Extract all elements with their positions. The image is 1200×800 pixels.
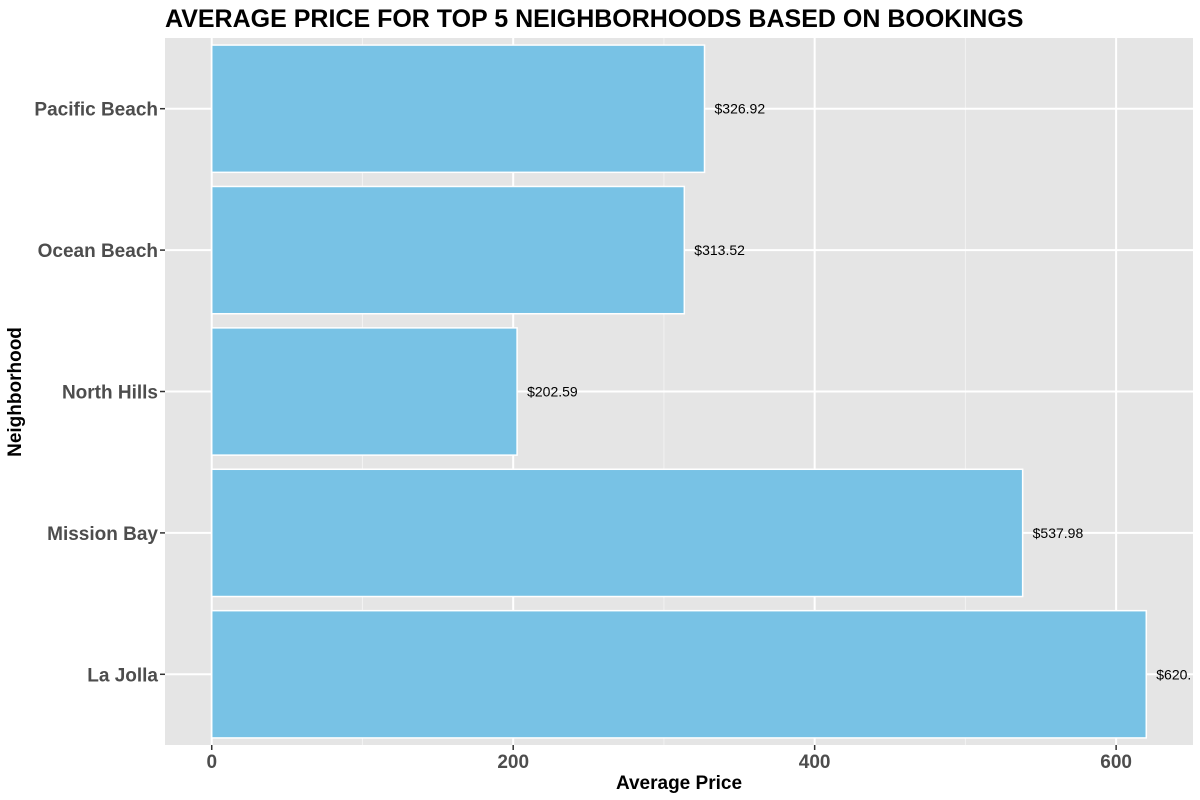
y-tick-label: Pacific Beach <box>34 100 158 121</box>
bar <box>210 468 1024 598</box>
y-tick-label: Ocean Beach <box>38 241 158 262</box>
y-axis: Pacific Beach Ocean Beach North Hills Missi… <box>34 100 165 686</box>
x-axis: 0 200 400 600 <box>206 745 1132 773</box>
x-axis-title: Average Price <box>616 773 742 794</box>
y-tick-label: La Jolla <box>87 665 158 686</box>
data-label: $313.52 <box>694 242 745 258</box>
y-tick-label: North Hills <box>62 383 158 404</box>
x-tick-label: 600 <box>1100 752 1132 773</box>
bars <box>210 44 1148 739</box>
x-tick-label: 200 <box>497 752 529 773</box>
bar <box>210 609 1148 739</box>
bar <box>210 327 518 456</box>
data-label: $620. <box>1156 666 1191 682</box>
chart-title: AVERAGE PRICE FOR TOP 5 NEIGHBORHOODS BA… <box>165 5 1023 33</box>
data-label: $537.98 <box>1033 525 1084 541</box>
y-tick-label: Mission Bay <box>47 524 158 545</box>
x-tick-label: 400 <box>799 752 831 773</box>
data-labels: $326.92 $313.52 $202.59 $537.98 $620. <box>527 101 1191 683</box>
y-axis-title: Neighborhood <box>5 327 26 457</box>
bar <box>210 44 706 174</box>
data-label: $326.92 <box>715 101 766 117</box>
x-tick-label: 0 <box>206 752 217 773</box>
bar <box>210 185 686 315</box>
data-label: $202.59 <box>527 384 578 400</box>
